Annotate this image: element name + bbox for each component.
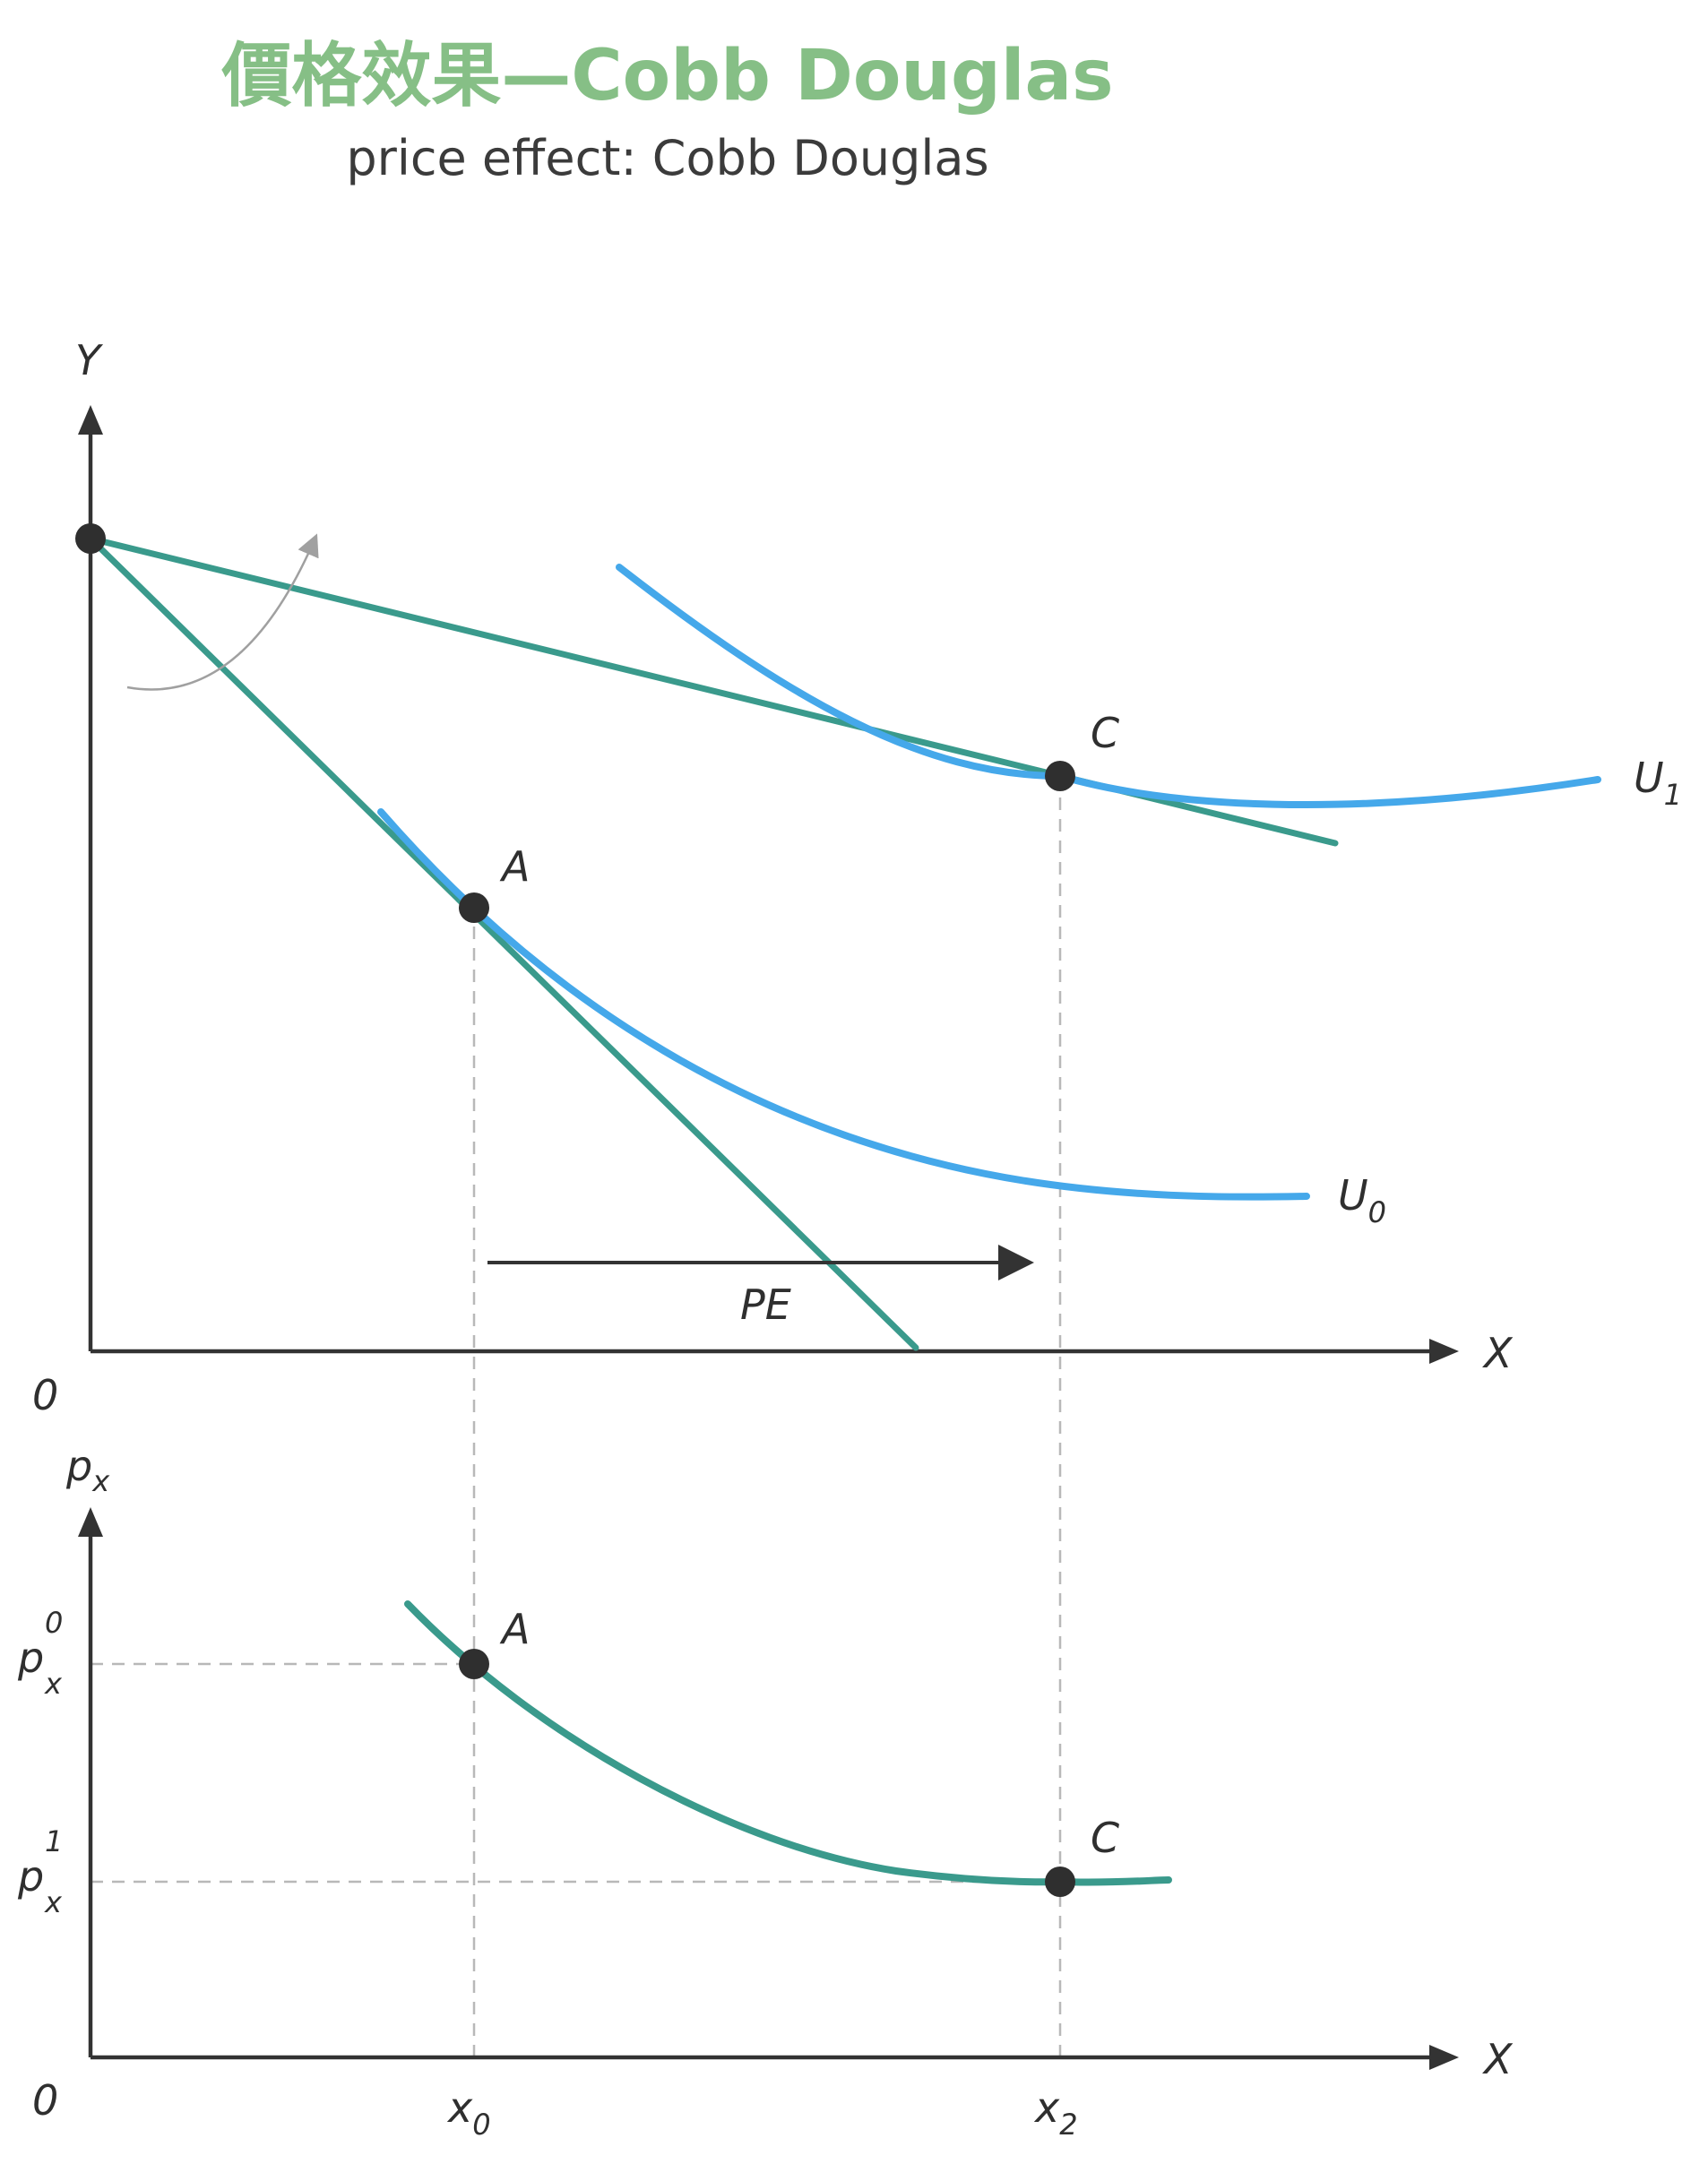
bottom-panel: px X 0 p 0 x p 1 x x0 x2 A C	[17, 1442, 1514, 2142]
price-effect-label: PE	[740, 1280, 791, 1329]
indifference-curve-u0	[377, 808, 1310, 1201]
price-tick-px0: p 0 x	[17, 1606, 63, 1701]
budget-line-initial	[87, 535, 919, 1351]
bottom-x-arrowhead	[1429, 2045, 1459, 2070]
point-a-top-label: A	[499, 842, 530, 891]
top-origin-label: 0	[32, 1371, 58, 1419]
top-y-axis-label: Y	[75, 336, 104, 384]
indifference-curve-u1	[616, 564, 1601, 809]
bottom-origin-label: 0	[32, 2076, 58, 2125]
point-endowment	[75, 523, 106, 554]
bottom-y-arrowhead	[78, 1507, 103, 1537]
point-a-bottom-label: A	[499, 1605, 530, 1653]
point-a-top	[459, 892, 489, 923]
curve-u0-label: U0	[1338, 1171, 1386, 1229]
top-panel: Y X 0 A C U0 U1 PE	[32, 336, 1682, 2057]
diagram-title: 價格效果—Cobb Douglas	[221, 36, 1114, 116]
diagram-subtitle: price effect: Cobb Douglas	[346, 130, 989, 186]
svg-text:1: 1	[45, 1824, 63, 1858]
top-x-arrowhead	[1429, 1339, 1459, 1364]
svg-text:x: x	[44, 1667, 63, 1701]
quantity-tick-x2: x2	[1033, 2083, 1078, 2142]
bottom-x-axis-label: X	[1482, 2035, 1514, 2083]
point-c-top-label: C	[1091, 709, 1119, 757]
curve-u1-label: U1	[1634, 754, 1682, 812]
point-c-bottom	[1045, 1867, 1075, 1897]
top-x-axis-label: X	[1482, 1329, 1514, 1377]
point-c-bottom-label: C	[1091, 1814, 1119, 1862]
quantity-tick-x0: x0	[446, 2083, 491, 2142]
bottom-y-axis-label: px	[65, 1442, 110, 1498]
price-tick-px1: p 1 x	[17, 1824, 63, 1919]
top-y-arrowhead	[78, 405, 103, 435]
svg-text:p: p	[17, 1634, 44, 1682]
demand-curve	[404, 1600, 1172, 1886]
svg-text:p: p	[17, 1852, 44, 1901]
svg-text:x: x	[44, 1885, 63, 1919]
point-c-top	[1045, 761, 1075, 791]
svg-text:0: 0	[45, 1606, 63, 1640]
point-a-bottom	[459, 1649, 489, 1679]
rotation-arrow	[126, 533, 319, 691]
